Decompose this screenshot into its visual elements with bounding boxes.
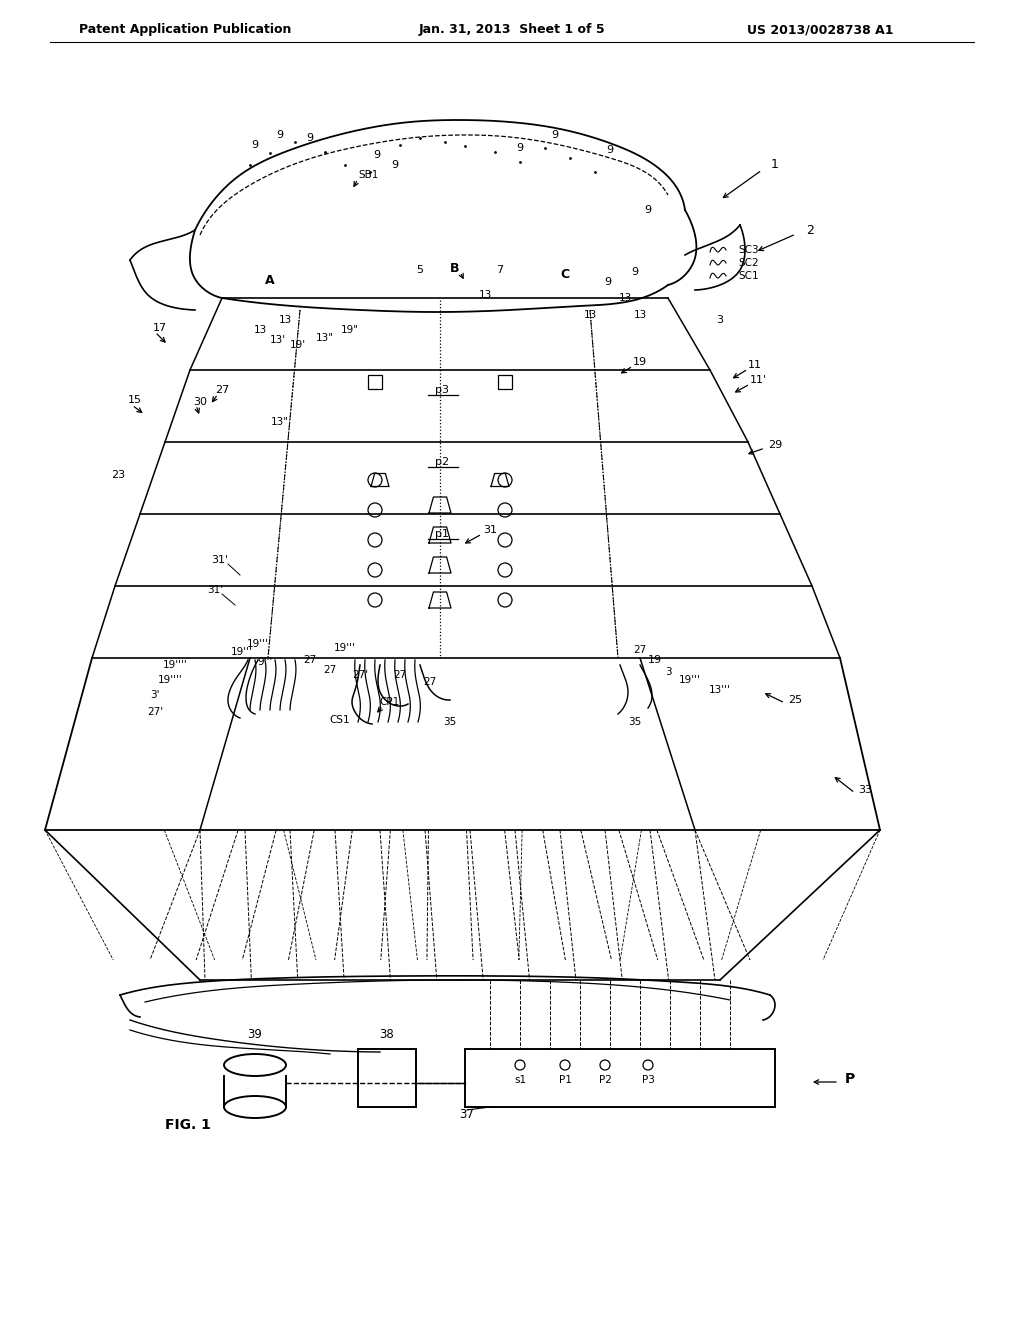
Text: 13': 13'	[270, 335, 286, 345]
Text: p1: p1	[435, 529, 449, 539]
Text: 17: 17	[153, 323, 167, 333]
Text: 37: 37	[460, 1109, 474, 1122]
Text: 3': 3'	[151, 690, 160, 700]
Text: SC2: SC2	[738, 257, 759, 268]
Text: 9''': 9'''	[257, 657, 272, 667]
Text: 9: 9	[516, 143, 523, 153]
Text: CP1: CP1	[380, 697, 400, 708]
Text: 30: 30	[193, 397, 207, 407]
Text: 19''': 19'''	[231, 647, 253, 657]
Text: 13: 13	[634, 310, 646, 319]
Text: s1: s1	[514, 1074, 526, 1085]
Text: 19''': 19'''	[247, 639, 269, 649]
Text: 19": 19"	[341, 325, 359, 335]
Text: 2: 2	[806, 223, 814, 236]
Text: B: B	[451, 261, 460, 275]
Text: p3: p3	[435, 385, 449, 395]
Text: C: C	[560, 268, 569, 281]
Bar	[358, 1049, 416, 1107]
Text: P2: P2	[599, 1074, 611, 1085]
Text: 9: 9	[391, 160, 398, 170]
Text: 19'''': 19''''	[163, 660, 187, 671]
Text: 13''': 13'''	[709, 685, 731, 696]
Text: 19''': 19'''	[334, 643, 356, 653]
Text: 29: 29	[768, 440, 782, 450]
Text: 9: 9	[644, 205, 651, 215]
Text: FIG. 1: FIG. 1	[165, 1118, 211, 1133]
Text: 19'''': 19''''	[158, 675, 182, 685]
Text: 9: 9	[252, 140, 259, 150]
Text: 3: 3	[665, 667, 672, 677]
Bar	[368, 375, 382, 389]
Text: 25: 25	[787, 696, 802, 705]
Text: SC3: SC3	[738, 246, 759, 255]
Text: 13": 13"	[316, 333, 334, 343]
Text: 9: 9	[374, 150, 381, 160]
Text: 31: 31	[483, 525, 497, 535]
Text: 3: 3	[717, 315, 724, 325]
Text: 13: 13	[478, 290, 492, 300]
Text: 31': 31'	[207, 585, 223, 595]
Text: 27: 27	[634, 645, 646, 655]
Text: 9: 9	[606, 145, 613, 154]
Text: 33: 33	[858, 785, 872, 795]
Text: SB1: SB1	[358, 170, 379, 180]
Text: 27': 27'	[146, 708, 163, 717]
Text: P3: P3	[642, 1074, 654, 1085]
Text: Patent Application Publication: Patent Application Publication	[79, 24, 291, 37]
Text: 27: 27	[303, 655, 316, 665]
Text: 13: 13	[253, 325, 266, 335]
Text: CS1: CS1	[330, 715, 350, 725]
Text: 27': 27'	[352, 671, 368, 680]
Text: A: A	[265, 273, 274, 286]
Text: 11': 11'	[750, 375, 767, 385]
Text: 1: 1	[771, 158, 779, 172]
Text: SC1: SC1	[738, 271, 759, 281]
Text: 9: 9	[604, 277, 611, 286]
Text: 13: 13	[279, 315, 292, 325]
Text: 9: 9	[306, 133, 313, 143]
Text: 27: 27	[215, 385, 229, 395]
Text: 13: 13	[618, 293, 632, 304]
Text: Jan. 31, 2013  Sheet 1 of 5: Jan. 31, 2013 Sheet 1 of 5	[419, 24, 605, 37]
Text: p2: p2	[435, 457, 450, 467]
Text: 39: 39	[248, 1027, 262, 1040]
Text: 27: 27	[324, 665, 337, 675]
Text: 19: 19	[633, 356, 647, 367]
Text: 38: 38	[380, 1027, 394, 1040]
Bar	[465, 1049, 775, 1107]
Text: 23: 23	[111, 470, 125, 480]
Text: 35: 35	[443, 717, 457, 727]
Text: P: P	[845, 1072, 855, 1086]
Text: 31': 31'	[211, 554, 228, 565]
Text: 7: 7	[497, 265, 504, 275]
Text: 11: 11	[748, 360, 762, 370]
Text: 13": 13"	[271, 417, 289, 426]
Text: 27: 27	[393, 671, 407, 680]
Text: 5: 5	[417, 265, 424, 275]
Text: 9: 9	[552, 129, 558, 140]
Text: 13: 13	[584, 310, 597, 319]
Text: 27: 27	[423, 677, 436, 686]
Text: US 2013/0028738 A1: US 2013/0028738 A1	[746, 24, 893, 37]
Bar	[498, 375, 512, 389]
Text: 35: 35	[629, 717, 642, 727]
Text: 9: 9	[276, 129, 284, 140]
Text: 9: 9	[632, 267, 639, 277]
Text: 19': 19'	[290, 341, 306, 350]
Text: 19: 19	[648, 655, 663, 665]
Text: 19''': 19'''	[679, 675, 701, 685]
Text: P1: P1	[558, 1074, 571, 1085]
Text: 15: 15	[128, 395, 142, 405]
